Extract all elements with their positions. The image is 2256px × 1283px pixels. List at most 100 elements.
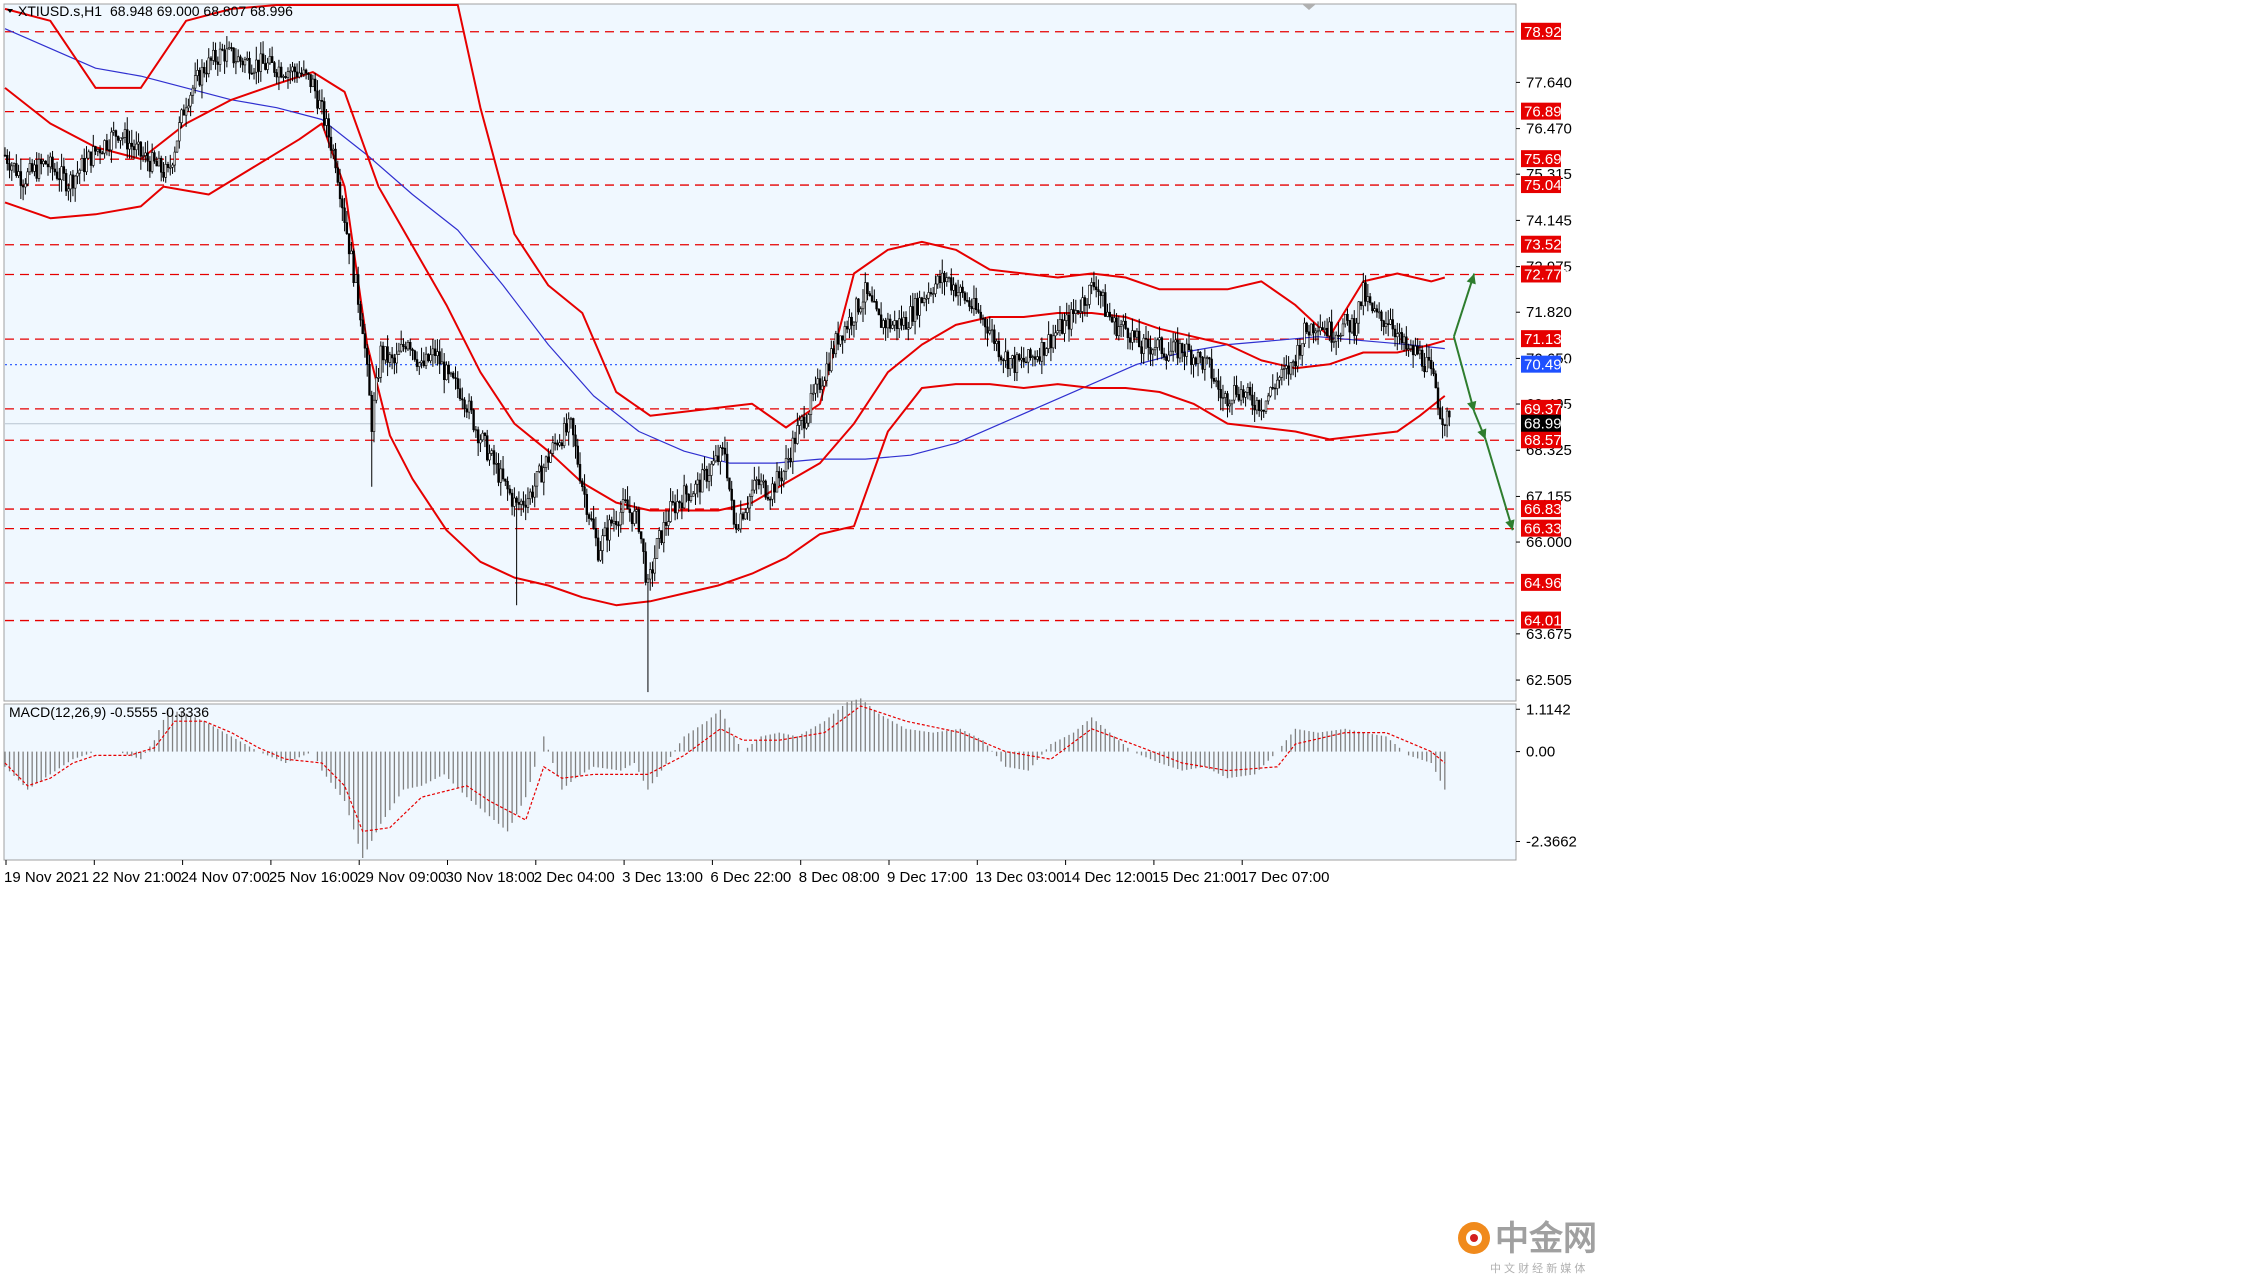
candle-body (1192, 357, 1195, 365)
candle (929, 287, 933, 297)
candle-body (988, 330, 991, 334)
candle-body (264, 63, 267, 70)
candle (1081, 286, 1084, 323)
candle-body (637, 509, 641, 532)
candle (789, 447, 792, 468)
candle-body (1135, 330, 1139, 338)
dropdown-triangle-icon[interactable] (7, 9, 13, 13)
candle-body (273, 62, 276, 73)
candle-body (979, 311, 982, 319)
candle (782, 469, 785, 488)
candle-body (596, 537, 600, 561)
candle-body (316, 90, 319, 109)
candle-body (402, 343, 405, 347)
candle (499, 460, 502, 496)
candle (126, 117, 129, 159)
candle (839, 335, 842, 347)
candle (1269, 386, 1272, 398)
candle (1142, 333, 1145, 365)
candle (1242, 385, 1245, 404)
candle-body (246, 57, 249, 61)
candle-body (990, 329, 994, 332)
candle-body (909, 306, 912, 329)
candle-body (332, 148, 335, 151)
candle-body (936, 275, 939, 285)
candle (449, 371, 453, 377)
candle-body (300, 72, 303, 75)
candle-body (522, 500, 525, 506)
candle (845, 320, 849, 334)
candle-body (182, 109, 186, 116)
candle-body (882, 320, 885, 328)
candle-body (424, 353, 428, 366)
candle (1199, 351, 1202, 364)
candle (1224, 390, 1227, 404)
candle (146, 140, 149, 172)
candle-body (513, 497, 516, 507)
candle-body (479, 439, 482, 444)
candle-body (1328, 321, 1331, 337)
candle (567, 412, 570, 446)
candle (1119, 319, 1123, 338)
candle (1319, 314, 1322, 336)
candle-body (1047, 334, 1050, 349)
candle-body (587, 514, 591, 519)
candle (972, 285, 976, 316)
candle-body (995, 340, 998, 344)
macd-panel[interactable] (3, 703, 1517, 861)
candle-body (1126, 328, 1130, 338)
candle-body (230, 47, 233, 49)
candle-body (33, 164, 36, 172)
candle-body (1124, 320, 1127, 329)
candle (850, 312, 853, 336)
candle (529, 488, 532, 505)
candle (927, 282, 930, 304)
scroll-marker-icon[interactable] (1302, 4, 1316, 10)
candle-body (1018, 354, 1021, 361)
candle-body (1375, 308, 1379, 313)
candle (406, 339, 410, 351)
candle-body (10, 165, 13, 171)
candle-body (701, 469, 704, 493)
candle-body (1113, 317, 1116, 323)
candle-body (855, 298, 858, 323)
candle-body (1088, 284, 1091, 305)
candle (78, 168, 81, 185)
candle (1425, 343, 1428, 373)
candle (1006, 349, 1010, 378)
candle (1434, 370, 1437, 389)
candle (268, 48, 272, 65)
candle-body (1319, 327, 1322, 332)
candle-body (409, 341, 412, 350)
candle (922, 291, 926, 307)
candle (1054, 324, 1057, 350)
candle (295, 63, 299, 83)
candle-body (1357, 301, 1360, 324)
candle-body (476, 429, 480, 444)
candle-body (243, 59, 247, 66)
candle-body (467, 400, 471, 413)
candle-body (1194, 357, 1197, 365)
candle-body (114, 130, 118, 137)
price-panel[interactable] (3, 3, 1517, 702)
candle (21, 179, 25, 201)
candle-body (753, 479, 756, 491)
candle-body (746, 507, 749, 513)
candle-body (689, 495, 693, 501)
candle-body (80, 157, 84, 171)
candle-body (1280, 368, 1284, 378)
candle (1316, 321, 1320, 345)
candle (1040, 337, 1044, 375)
candle-body (1031, 356, 1034, 358)
candle (404, 341, 407, 353)
candle (1203, 349, 1207, 381)
candle-body (442, 361, 446, 381)
candle-body (793, 437, 797, 444)
candle-body (843, 326, 847, 341)
x-tick-label-1: 22 Nov 21:00 (92, 869, 181, 886)
candle (452, 371, 455, 380)
candle (173, 146, 176, 173)
candle (1420, 345, 1424, 372)
candle (1214, 377, 1218, 388)
candle (323, 97, 326, 131)
